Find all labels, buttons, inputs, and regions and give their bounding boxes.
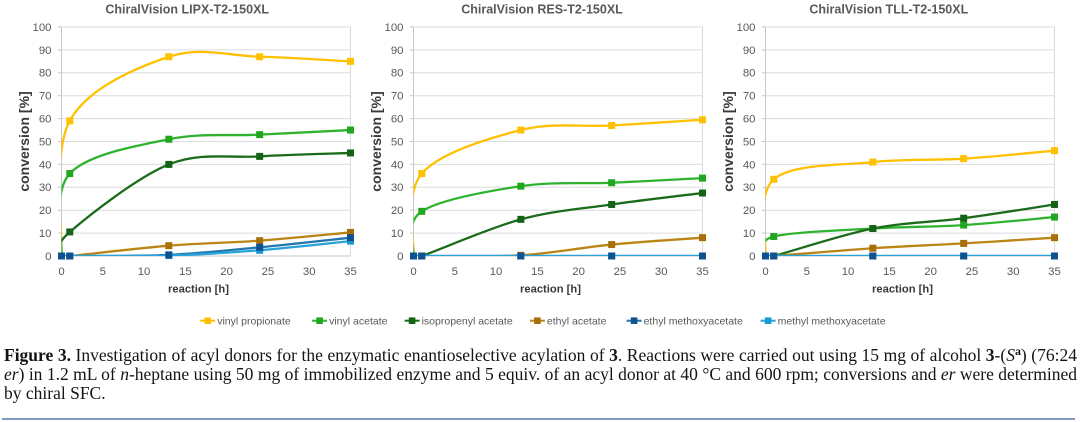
svg-text:90: 90 (391, 45, 404, 57)
svg-text:80: 80 (391, 68, 404, 80)
svg-text:40: 40 (391, 159, 404, 171)
svg-text:70: 70 (391, 91, 404, 103)
svg-text:60: 60 (743, 114, 756, 126)
svg-text:0: 0 (45, 251, 51, 263)
svg-text:0: 0 (749, 251, 755, 263)
svg-text:vinyl propionate: vinyl propionate (217, 315, 291, 327)
svg-text:50: 50 (39, 136, 52, 148)
svg-text:0: 0 (397, 251, 403, 263)
svg-text:50: 50 (391, 136, 404, 148)
svg-text:30: 30 (655, 266, 668, 278)
svg-text:0: 0 (410, 266, 416, 278)
svg-text:15: 15 (179, 266, 192, 278)
svg-text:10: 10 (39, 228, 52, 240)
svg-text:ethyl acetate: ethyl acetate (547, 315, 607, 327)
svg-text:60: 60 (39, 114, 52, 126)
svg-text:20: 20 (391, 205, 404, 217)
svg-text:20: 20 (924, 266, 937, 278)
svg-text:ChiralVision RES-T2-150XL: ChiralVision RES-T2-150XL (461, 3, 623, 17)
svg-text:40: 40 (743, 159, 756, 171)
svg-text:0: 0 (762, 266, 768, 278)
svg-text:100: 100 (384, 22, 403, 34)
svg-text:5: 5 (804, 266, 810, 278)
svg-text:100: 100 (736, 22, 755, 34)
svg-text:10: 10 (391, 228, 404, 240)
svg-text:30: 30 (391, 182, 404, 194)
svg-text:0: 0 (58, 266, 64, 278)
svg-text:isopropenyl acetate: isopropenyl acetate (422, 315, 513, 327)
svg-text:25: 25 (966, 266, 979, 278)
svg-text:20: 20 (39, 205, 52, 217)
svg-text:conversion [%]: conversion [%] (16, 91, 32, 191)
svg-text:60: 60 (391, 114, 404, 126)
svg-text:20: 20 (220, 266, 233, 278)
svg-text:vinyl acetate: vinyl acetate (329, 315, 388, 327)
svg-text:reaction [h]: reaction [h] (520, 284, 581, 296)
svg-text:conversion [%]: conversion [%] (368, 91, 384, 191)
svg-text:100: 100 (32, 22, 51, 34)
svg-text:80: 80 (39, 68, 52, 80)
svg-text:conversion [%]: conversion [%] (720, 91, 736, 191)
svg-text:90: 90 (743, 45, 756, 57)
svg-text:40: 40 (39, 159, 52, 171)
svg-text:reaction [h]: reaction [h] (168, 284, 229, 296)
svg-text:70: 70 (39, 91, 52, 103)
svg-text:ethyl methoxyacetate: ethyl methoxyacetate (644, 315, 743, 327)
svg-text:50: 50 (743, 136, 756, 148)
svg-text:30: 30 (743, 182, 756, 194)
svg-text:15: 15 (883, 266, 896, 278)
svg-text:30: 30 (1007, 266, 1020, 278)
svg-text:20: 20 (743, 205, 756, 217)
svg-text:ChiralVision TLL-T2-150XL: ChiralVision TLL-T2-150XL (809, 3, 968, 17)
svg-text:35: 35 (344, 266, 357, 278)
svg-text:10: 10 (842, 266, 855, 278)
svg-text:35: 35 (696, 266, 709, 278)
svg-text:10: 10 (138, 266, 151, 278)
svg-text:20: 20 (572, 266, 585, 278)
svg-text:methyl methoxyacetate: methyl methoxyacetate (778, 315, 886, 327)
svg-text:10: 10 (743, 228, 756, 240)
svg-text:10: 10 (490, 266, 503, 278)
svg-text:80: 80 (743, 68, 756, 80)
svg-text:5: 5 (100, 266, 106, 278)
svg-text:70: 70 (743, 91, 756, 103)
svg-text:reaction [h]: reaction [h] (872, 284, 933, 296)
svg-text:ChiralVision LIPX-T2-150XL: ChiralVision LIPX-T2-150XL (105, 3, 269, 17)
svg-text:30: 30 (39, 182, 52, 194)
svg-text:90: 90 (39, 45, 52, 57)
svg-text:15: 15 (531, 266, 544, 278)
svg-text:30: 30 (303, 266, 316, 278)
svg-text:25: 25 (614, 266, 627, 278)
svg-text:5: 5 (452, 266, 458, 278)
svg-text:25: 25 (262, 266, 275, 278)
svg-text:35: 35 (1048, 266, 1061, 278)
